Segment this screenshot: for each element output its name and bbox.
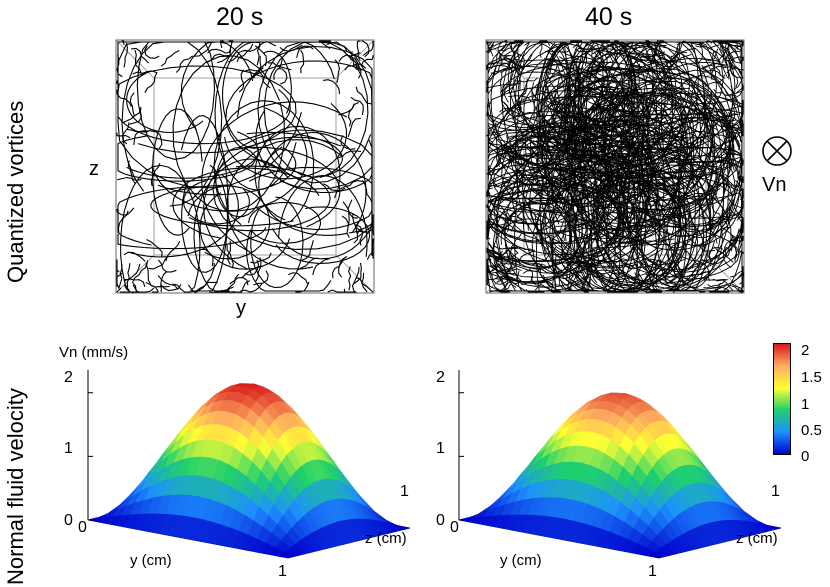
z-tick-2-right: 2: [436, 369, 445, 386]
vortex-lines: [486, 40, 745, 294]
time-label-20s: 20 s: [216, 3, 264, 31]
y-tick-1-right: 1: [771, 483, 780, 500]
vortex-box: [115, 39, 375, 294]
colorbar-tick-1: 1: [801, 396, 810, 413]
x-tick-0-right: 0: [450, 519, 459, 536]
z-tick-2-left: 2: [64, 369, 73, 386]
row-label-quantized-vortices: Quantized vortices: [3, 100, 28, 283]
x-tick-0-left: 0: [78, 519, 87, 536]
z-tick-0-right: 0: [436, 512, 445, 529]
xlabel-right: y (cm): [500, 552, 542, 569]
colorbar-tick-0.5: 0.5: [801, 422, 822, 439]
z-tick-1-right: 1: [436, 440, 445, 457]
colorbar-tick-1.5: 1.5: [801, 369, 822, 386]
colorbar-tick-2: 2: [801, 342, 810, 359]
ylabel-left: z (cm): [365, 530, 407, 547]
z-tick-1-left: 1: [64, 440, 73, 457]
x-tick-1-right: 1: [648, 563, 657, 580]
x-tick-1-left: 1: [278, 563, 287, 580]
vortex-box: [485, 39, 745, 294]
row-label-normal-fluid-velocity: Normal fluid velocity: [3, 388, 28, 585]
z-tick-0-left: 0: [64, 512, 73, 529]
zlabel-vn: Vn (mm/s): [59, 344, 129, 361]
surface-mesh: [458, 392, 782, 559]
vortex-lines: [116, 40, 375, 294]
colorbar: [773, 343, 791, 455]
time-label-40s: 40 s: [585, 3, 633, 31]
xlabel-left: y (cm): [130, 552, 172, 569]
surface-mesh: [87, 383, 411, 559]
ylabel-right: z (cm): [736, 530, 778, 547]
colorbar-tick-0: 0: [801, 448, 810, 465]
flow-indicator-label: Vn: [762, 174, 787, 196]
z-axis: [87, 370, 93, 521]
y-tick-1-left: 1: [400, 483, 409, 500]
z-axis: [458, 370, 464, 521]
vortex-axis-z: z: [89, 158, 99, 180]
vortex-axis-y: y: [236, 297, 246, 319]
